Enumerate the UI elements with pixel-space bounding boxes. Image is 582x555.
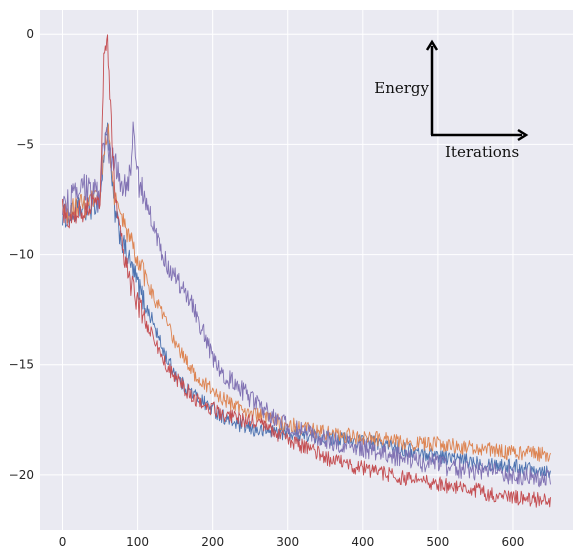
series-lines (62, 34, 551, 508)
axes-annotation: Energy Iterations (374, 39, 529, 161)
x-tick-label: 400 (351, 535, 374, 549)
energy-arrow-head (425, 39, 439, 51)
iterations-label: Iterations (445, 143, 519, 161)
x-tick-label: 600 (501, 535, 524, 549)
series-line-3 (62, 121, 551, 488)
x-tick-label: 300 (276, 535, 299, 549)
energy-label: Energy (374, 79, 429, 97)
series-line-2 (62, 123, 551, 462)
y-tick-label: −5 (16, 137, 34, 151)
x-tick-label: 0 (59, 535, 67, 549)
y-tick-label: 0 (26, 27, 34, 41)
y-tick-label: −15 (9, 358, 34, 372)
tick-labels: 0 100 200 300 400 500 600 0 −5 −10 −15 −20 (9, 27, 525, 549)
series-line-4 (62, 34, 551, 508)
y-tick-label: −20 (9, 468, 34, 482)
iterations-arrow-head (517, 128, 529, 142)
x-tick-label: 100 (126, 535, 149, 549)
grid (40, 10, 573, 530)
x-tick-label: 200 (201, 535, 224, 549)
y-tick-label: −10 (9, 248, 34, 262)
x-tick-label: 500 (426, 535, 449, 549)
